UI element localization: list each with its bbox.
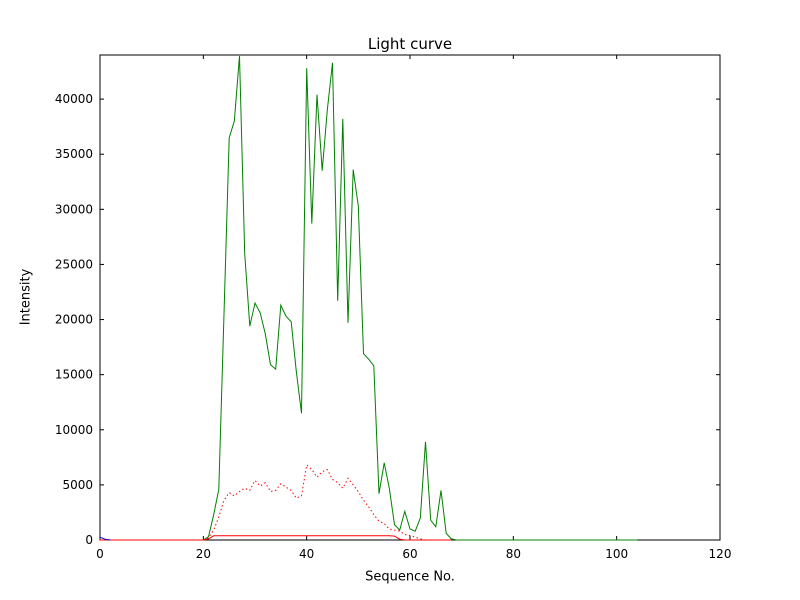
- x-tick-label: 120: [709, 547, 732, 561]
- x-tick-label: 40: [299, 547, 314, 561]
- y-tick-label: 20000: [55, 313, 93, 327]
- x-tick-label: 20: [196, 547, 211, 561]
- y-tick-label: 10000: [55, 423, 93, 437]
- series-main-intensity-line: [100, 56, 638, 541]
- x-tick-label: 0: [96, 547, 104, 561]
- series-baseline-level-line: [100, 535, 452, 541]
- y-tick-label: 40000: [55, 92, 93, 106]
- x-axis-label: Sequence No.: [365, 569, 455, 585]
- y-axis-label: Intensity: [18, 268, 34, 326]
- x-tick-label: 100: [605, 547, 628, 561]
- x-tick-label: 80: [506, 547, 521, 561]
- chart-title: Light curve: [367, 35, 453, 53]
- x-tick-label: 60: [402, 547, 417, 561]
- y-tick-label: 25000: [55, 257, 93, 271]
- y-tick-label: 5000: [62, 478, 93, 492]
- axes-frame: [99, 54, 721, 541]
- series-origin-mark-line: [99, 536, 111, 541]
- series-secondary-intensity-line: [203, 464, 426, 541]
- y-tick-label: 0: [85, 533, 93, 547]
- y-tick-label: 30000: [55, 202, 93, 216]
- y-tick-label: 35000: [55, 147, 93, 161]
- y-tick-label: 15000: [55, 368, 93, 382]
